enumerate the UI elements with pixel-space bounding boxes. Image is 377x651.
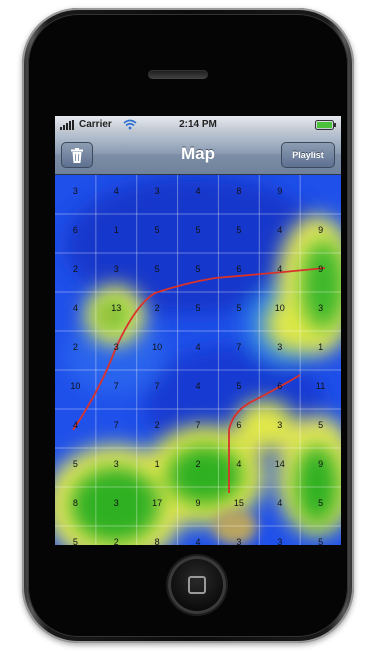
heatmap-cell-value: 8 [154, 536, 160, 546]
heatmap-cell-value: 8 [236, 185, 242, 196]
status-time: 2:14 PM [179, 119, 217, 130]
heatmap-cell-value: 4 [72, 302, 78, 313]
heatmap-cell-value: 3 [277, 341, 283, 352]
heatmap-cell-value: 6 [277, 380, 283, 391]
heatmap-cell-value: 2 [113, 536, 119, 546]
heatmap-cell-value: 2 [154, 419, 160, 430]
heatmap-cell-value: 1 [154, 458, 160, 469]
heatmap-cell-value: 3 [154, 185, 160, 196]
carrier-label: Carrier [79, 119, 112, 130]
heatmap-cell-value: 9 [318, 458, 324, 469]
heatmap-cell-value: 9 [195, 497, 201, 508]
heatmap-cell-value: 4 [195, 536, 201, 546]
heatmap-cell-value: 10 [274, 302, 285, 313]
heatmap-cell-value: 5 [72, 536, 78, 546]
wifi-icon [123, 119, 137, 130]
heatmap-cell-value: 4 [72, 419, 78, 430]
heatmap-cell-value: 17 [152, 497, 163, 508]
heatmap-cell-value: 7 [113, 419, 119, 430]
heatmap-cell-value: 7 [195, 419, 201, 430]
heatmap-cell-value: 7 [236, 341, 242, 352]
heatmap-cell-value: 9 [277, 185, 283, 196]
heatmap-cell-value: 15 [233, 497, 244, 508]
heatmap-cell-value: 5 [195, 224, 201, 235]
heatmap-cell-value: 4 [195, 185, 201, 196]
heatmap-cell-value: 5 [154, 224, 160, 235]
navigation-bar: Map Playlist [55, 134, 341, 175]
heatmap[interactable]: 3 4 3 4 8 9 6 1 5 5 5 4 9 2 3 5 5 6 4 9 4 13 2 5 5 10 3 2 3 10 4 7 3 1 10 7… [55, 175, 341, 545]
heatmap-cell-value: 6 [72, 224, 78, 235]
heatmap-cell-value: 1 [318, 341, 324, 352]
heatmap-cell-value: 3 [113, 458, 119, 469]
heatmap-cell-value: 13 [111, 302, 122, 313]
heatmap-cell-value: 3 [318, 302, 324, 313]
heatmap-cell-value: 5 [318, 536, 324, 546]
heatmap-cell-value: 3 [236, 536, 242, 546]
heatmap-cell-value: 7 [113, 380, 119, 391]
heatmap-cell-value: 3 [277, 536, 283, 546]
heatmap-cell-value: 2 [154, 302, 160, 313]
heatmap-cell-value: 3 [72, 185, 78, 196]
home-button[interactable] [168, 556, 226, 614]
route-line-secondary [228, 374, 301, 493]
device-screen: Carrier 2:14 PM Map Playlist [55, 116, 341, 545]
heatmap-cell-value: 3 [277, 419, 283, 430]
heatmap-cell-value: 5 [72, 458, 78, 469]
heatmap-cell-value: 2 [72, 263, 78, 274]
heatmap-cell-value: 4 [195, 341, 201, 352]
heatmap-cell-value: 4 [277, 497, 283, 508]
home-button-icon [188, 576, 206, 594]
heatmap-cell-value: 11 [315, 380, 326, 391]
heatmap-cell-value: 6 [236, 419, 242, 430]
heatmap-cell-value: 10 [152, 341, 163, 352]
heatmap-cell-value: 5 [236, 224, 242, 235]
heatmap-cell-value: 5 [236, 380, 242, 391]
heatmap-cell-value: 9 [318, 263, 324, 274]
earpiece-speaker [148, 70, 208, 79]
heatmap-cell-value: 14 [274, 458, 285, 469]
heatmap-cell-value: 5 [195, 263, 201, 274]
heatmap-cell-value: 4 [236, 458, 242, 469]
heatmap-cell-value: 5 [236, 302, 242, 313]
heatmap-cell-value: 3 [113, 263, 119, 274]
heatmap-cell-value: 1 [113, 224, 119, 235]
battery-icon [315, 120, 336, 130]
heatmap-cell-value [300, 175, 341, 210]
heatmap-cell-value: 6 [236, 263, 242, 274]
heatmap-cell-value: 3 [113, 497, 119, 508]
signal-bars-icon [60, 120, 74, 130]
heatmap-cell-value: 8 [72, 497, 78, 508]
heatmap-cell-value: 10 [70, 380, 81, 391]
playlist-button[interactable]: Playlist [281, 142, 335, 168]
heatmap-cell-value: 9 [318, 224, 324, 235]
heatmap-cell-value: 2 [72, 341, 78, 352]
heatmap-cell-value: 5 [195, 302, 201, 313]
heatmap-cell-value: 4 [195, 380, 201, 391]
heatmap-cell-value: 2 [195, 458, 201, 469]
page-title: Map [181, 144, 215, 163]
heatmap-cell-value: 7 [154, 380, 160, 391]
trash-icon [71, 147, 83, 163]
status-bar: Carrier 2:14 PM [55, 116, 341, 134]
heatmap-cell-value: 5 [154, 263, 160, 274]
heatmap-cell-value: 4 [113, 185, 119, 196]
heatmap-cell-value: 4 [277, 263, 283, 274]
heatmap-cell-value: 3 [113, 341, 119, 352]
route-line-primary [72, 267, 326, 431]
heatmap-overlay [55, 175, 341, 545]
heatmap-cell-value: 5 [318, 497, 324, 508]
trash-button[interactable] [61, 142, 93, 168]
heatmap-cell-value: 4 [277, 224, 283, 235]
heatmap-cell-value: 5 [318, 419, 324, 430]
